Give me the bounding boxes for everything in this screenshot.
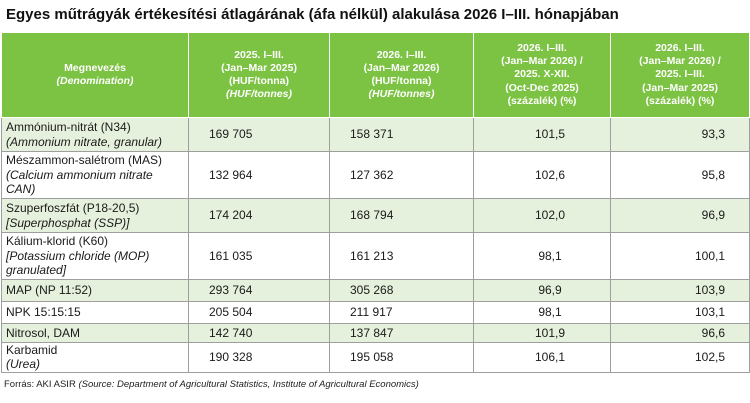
column-header-line: (HUF/tonna) (228, 75, 290, 87)
product-name-cell: Nitrosol, DAM (1, 323, 189, 343)
price-2026-cell: 158 371 (329, 117, 474, 152)
price-2025-cell: 132 964 (188, 151, 330, 199)
table-row: Karbamid (Urea) 190 328 195 058 106,1 102,5 (1, 342, 750, 373)
product-name-en: (Urea) (6, 357, 41, 372)
product-name-cell: Mészammon-salétrom (MAS) (Calcium ammoniu… (1, 151, 189, 199)
product-name-cell: Kálium-klorid (K60) [Potassium chloride (… (1, 232, 189, 280)
column-header-1: 2025. I–III. (Jan–Mar 2025) (HUF/tonna) (HU… (188, 32, 330, 118)
product-name-hu: Karbamid (6, 343, 58, 357)
source-en: (Source: Department of Agricultural Stat… (78, 379, 419, 390)
pct-vs-q4-cell: 106,1 (473, 342, 611, 373)
source-note: Forrás: AKI ASIR (Source: Department of … (4, 379, 419, 390)
pct-vs-q4-cell: 98,1 (473, 232, 611, 280)
column-header-4: 2026. I–III. (Jan–Mar 2026) /2025. I–III.… (610, 32, 750, 118)
product-name-hu: Nitrosol, DAM (6, 325, 81, 340)
column-header-line: (Jan–Mar 2025) (642, 81, 718, 94)
product-name-cell: Karbamid (Urea) (1, 342, 189, 373)
table-row: Szuperfoszfát (P18-20,5) [Superphosphat (… (1, 198, 750, 233)
product-name-cell: Ammónium-nitrát (N34) (Ammonium nitrate, … (1, 117, 189, 152)
product-name-cell: Szuperfoszfát (P18-20,5) [Superphosphat (… (1, 198, 189, 233)
product-name-hu: Szuperfoszfát (P18-20,5) (6, 201, 140, 216)
table-body: Ammónium-nitrát (N34) (Ammonium nitrate, … (1, 117, 750, 373)
pct-vs-q4-cell: 96,9 (473, 279, 611, 302)
source-hu: Forrás: AKI ASIR (4, 379, 76, 390)
pct-yoy-cell: 103,9 (610, 279, 750, 302)
column-header-2: 2026. I–III. (Jan–Mar 2026) (HUF/tonna) (HU… (329, 32, 474, 118)
table-row: NPK 15:15:15 205 504 211 917 98,1 103,1 (1, 301, 750, 324)
column-header-line: (Jan–Mar 2026) / (639, 55, 721, 68)
header-row: Megnevezés (Denomination) 2025. I–III. (Jan… (1, 32, 750, 118)
column-header-3: 2026. I–III. (Jan–Mar 2026) /2025. X-XII.… (473, 32, 611, 118)
product-name-hu: Ammónium-nitrát (N34) (6, 120, 131, 135)
product-name-en: (Calcium ammonium nitrate CAN) (6, 167, 153, 197)
column-header-line: (Jan–Mar 2026) / (501, 55, 583, 68)
column-header-line: 2026. I–III. (655, 42, 705, 55)
price-2025-cell: 169 705 (188, 117, 330, 152)
column-header-line: 2025. I–III. (234, 48, 284, 61)
column-header-line: 2026. I–III. (376, 48, 427, 61)
product-name-cell: MAP (NP 11:52) (1, 279, 189, 302)
pct-vs-q4-cell: 101,5 (473, 117, 611, 152)
table-row: MAP (NP 11:52) 293 764 305 268 96,9 103,9 (1, 279, 750, 302)
price-2026-cell: 168 794 (329, 198, 474, 233)
column-header-line: 2026. I–III. (517, 42, 567, 55)
pct-yoy-cell: 96,6 (610, 323, 750, 343)
product-name-hu: Mészammon-salétrom (MAS) (6, 153, 163, 168)
price-2026-cell: 305 268 (329, 279, 474, 302)
price-2026-cell: 161 213 (329, 232, 474, 280)
product-name-en: [Superphosphat (SSP)] (6, 215, 130, 230)
column-header-0: Megnevezés (Denomination) (1, 32, 189, 118)
column-header-line: (Jan–Mar 2025) (221, 61, 297, 74)
price-2026-cell: 195 058 (329, 342, 474, 373)
table-title: Egyes műtrágyák értékesítési átlagárának… (6, 6, 619, 23)
column-header-line: (százalék) (%) (507, 94, 577, 107)
table-row: Nitrosol, DAM 142 740 137 847 101,9 96,6 (1, 323, 750, 343)
table-row: Ammónium-nitrát (N34) (Ammonium nitrate, … (1, 117, 750, 152)
product-name-hu: NPK 15:15:15 (6, 305, 81, 320)
column-header-line: (Jan–Mar 2026) (363, 61, 440, 74)
column-header-en-line: (HUF/tonnes) (226, 88, 292, 101)
product-name-en: (Ammonium nitrate, granular) (6, 134, 163, 149)
fertilizer-price-table: Megnevezés (Denomination) 2025. I–III. (Jan… (1, 32, 750, 373)
price-2025-cell: 161 035 (188, 232, 330, 280)
pct-vs-q4-cell: 102,6 (473, 151, 611, 199)
price-2025-cell: 174 204 (188, 198, 330, 233)
column-header-line: Megnevezés (64, 61, 126, 74)
pct-yoy-cell: 96,9 (610, 198, 750, 233)
price-2026-cell: 137 847 (329, 323, 474, 343)
price-2026-cell: 211 917 (329, 301, 474, 324)
column-header-line: 2025. I–III. (655, 68, 705, 81)
table-row: Kálium-klorid (K60) [Potassium chloride (… (1, 232, 750, 280)
pct-yoy-cell: 100,1 (610, 232, 750, 280)
column-header-en-line: (Denomination) (56, 75, 134, 87)
pct-vs-q4-cell: 101,9 (473, 323, 611, 343)
column-header-line: (HUF/tonna) (371, 75, 432, 87)
pct-yoy-cell: 93,3 (610, 117, 750, 152)
product-name-hu: MAP (NP 11:52) (6, 283, 93, 298)
product-name-en: [Potassium chloride (MOP) granulated] (6, 248, 150, 278)
price-2025-cell: 190 328 (188, 342, 330, 373)
pct-vs-q4-cell: 98,1 (473, 301, 611, 324)
product-name-hu: Kálium-klorid (K60) (6, 234, 109, 249)
price-2025-cell: 142 740 (188, 323, 330, 343)
column-header-line: (százalék) (%) (645, 94, 715, 107)
product-name-cell: NPK 15:15:15 (1, 301, 189, 324)
column-header-line: 2025. X-XII. (514, 68, 570, 81)
price-2025-cell: 205 504 (188, 301, 330, 324)
pct-yoy-cell: 95,8 (610, 151, 750, 199)
pct-vs-q4-cell: 102,0 (473, 198, 611, 233)
pct-yoy-cell: 102,5 (610, 342, 750, 373)
column-header-en-line: (HUF/tonnes) (368, 88, 435, 101)
column-header-line: (Oct-Dec 2025) (505, 81, 579, 94)
price-2025-cell: 293 764 (188, 279, 330, 302)
table-row: Mészammon-salétrom (MAS) (Calcium ammoniu… (1, 151, 750, 199)
price-2026-cell: 127 362 (329, 151, 474, 199)
pct-yoy-cell: 103,1 (610, 301, 750, 324)
